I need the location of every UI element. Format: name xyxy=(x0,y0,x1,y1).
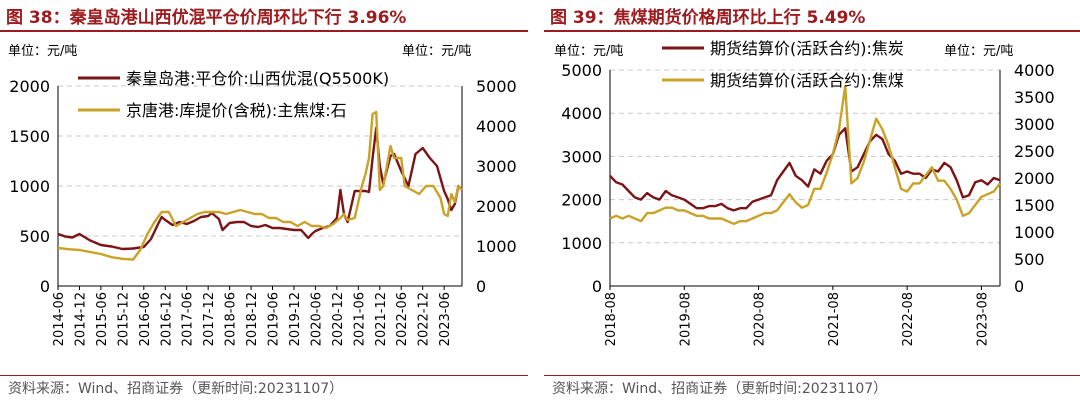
legend-label: 京唐港:库提价(含税):主焦煤:石 xyxy=(126,101,347,120)
y-left-tick-label: 0 xyxy=(40,277,50,296)
y-right-tick-label: 2500 xyxy=(1014,142,1055,161)
y-left-tick-label: 500 xyxy=(19,227,50,246)
chart-panel-right: 图 39：焦煤期货价格周环比上行 5.49% 单位：元/吨 单位：元/吨 0 10… xyxy=(544,0,1080,402)
right-axis-unit: 单位：元/吨 xyxy=(944,44,1014,59)
chart-title: 图 38：秦皇岛港山西优混平仓价周环比下行 3.96% xyxy=(6,8,407,28)
legend-label: 秦皇岛港:平仓价:山西优混(Q5500K) xyxy=(126,69,389,88)
x-tick-label: 2016-06 xyxy=(138,292,153,346)
title-divider xyxy=(0,30,528,32)
y-left-tick-label: 1000 xyxy=(561,234,602,253)
x-tick-label: 2014-12 xyxy=(73,292,88,346)
source-divider xyxy=(0,375,528,376)
series-line-2 xyxy=(57,110,463,261)
x-tick-label: 2019-12 xyxy=(288,292,303,346)
chart-panel-left: 图 38：秦皇岛港山西优混平仓价周环比下行 3.96% 单位：元/吨 单位：元/… xyxy=(0,0,528,402)
y-left-tick-label: 1000 xyxy=(9,177,50,196)
y-left-tick-label: 4000 xyxy=(561,104,602,123)
x-tick-label: 2018-08 xyxy=(604,292,619,346)
x-tick-label: 2023-06 xyxy=(438,292,453,346)
coal-price-chart: 0 500 1000 1500 2000 0 1000 2000 3000 4000 5000 201… xyxy=(9,69,517,346)
x-tick-label: 2022-12 xyxy=(417,292,432,346)
y-right-tick-label: 4000 xyxy=(1014,61,1055,80)
x-tick-label: 2018-12 xyxy=(245,292,260,346)
x-tick-label: 2020-12 xyxy=(331,292,346,346)
title-divider xyxy=(544,30,1080,32)
source-note: 资料来源：Wind、招商证券（更新时间:20231107） xyxy=(552,381,888,397)
y-left-tick-label: 3000 xyxy=(561,147,602,166)
x-tick-label: 2021-12 xyxy=(374,292,389,346)
x-tick-label: 2020-06 xyxy=(309,292,324,346)
y-left-tick-label: 2000 xyxy=(9,77,50,96)
y-left-tick-label: 2000 xyxy=(561,191,602,210)
y-right-tick-label: 3000 xyxy=(476,157,517,176)
x-tick-label: 2022-08 xyxy=(901,292,916,346)
chart-title: 图 39：焦煤期货价格周环比上行 5.49% xyxy=(550,8,866,28)
y-right-tick-label: 4000 xyxy=(476,117,517,136)
y-right-tick-label: 0 xyxy=(1014,277,1024,296)
x-tick-label: 2023-08 xyxy=(975,292,990,346)
y-left-tick-label: 1500 xyxy=(9,127,50,146)
legend-label: 期货结算价(活跃合约):焦煤 xyxy=(710,71,904,90)
x-tick-label: 2014-06 xyxy=(52,292,67,346)
y-right-tick-label: 5000 xyxy=(476,77,517,96)
left-axis-unit: 单位：元/吨 xyxy=(554,44,624,59)
x-tick-label: 2016-12 xyxy=(159,292,174,346)
y-right-tick-label: 500 xyxy=(1014,250,1045,269)
y-right-tick-label: 3000 xyxy=(1014,115,1055,134)
left-axis-unit: 单位：元/吨 xyxy=(8,44,78,59)
y-left-tick-label: 5000 xyxy=(561,61,602,80)
y-right-tick-label: 1500 xyxy=(1014,196,1055,215)
y-right-tick-label: 1000 xyxy=(476,237,517,256)
legend-label: 期货结算价(活跃合约):焦炭 xyxy=(710,39,904,58)
x-tick-label: 2017-12 xyxy=(202,292,217,346)
coking-futures-chart: 0 1000 2000 3000 4000 5000 0 500 1000 1500 2000 250… xyxy=(561,39,1055,346)
series-line-1 xyxy=(57,126,463,251)
x-tick-label: 2015-06 xyxy=(95,292,110,346)
x-tick-label: 2015-12 xyxy=(116,292,131,346)
y-right-tick-label: 1000 xyxy=(1014,223,1055,242)
x-tick-label: 2019-06 xyxy=(267,292,282,346)
y-right-tick-label: 0 xyxy=(476,277,486,296)
series-line-1 xyxy=(609,127,1001,212)
source-note: 资料来源：Wind、招商证券（更新时间:20231107） xyxy=(8,381,344,397)
series-line-2 xyxy=(609,84,1001,226)
source-divider xyxy=(544,375,1080,376)
y-right-tick-label: 3500 xyxy=(1014,88,1055,107)
right-axis-unit: 单位：元/吨 xyxy=(402,44,472,59)
x-tick-label: 2021-06 xyxy=(352,292,367,346)
y-right-tick-label: 2000 xyxy=(476,197,517,216)
x-tick-label: 2022-06 xyxy=(395,292,410,346)
y-left-tick-label: 0 xyxy=(592,277,602,296)
x-tick-label: 2018-06 xyxy=(224,292,239,346)
x-tick-label: 2017-06 xyxy=(181,292,196,346)
y-right-tick-label: 2000 xyxy=(1014,169,1055,188)
x-tick-label: 2021-08 xyxy=(827,292,842,346)
x-tick-label: 2019-08 xyxy=(678,292,693,346)
x-tick-label: 2020-08 xyxy=(753,292,768,346)
